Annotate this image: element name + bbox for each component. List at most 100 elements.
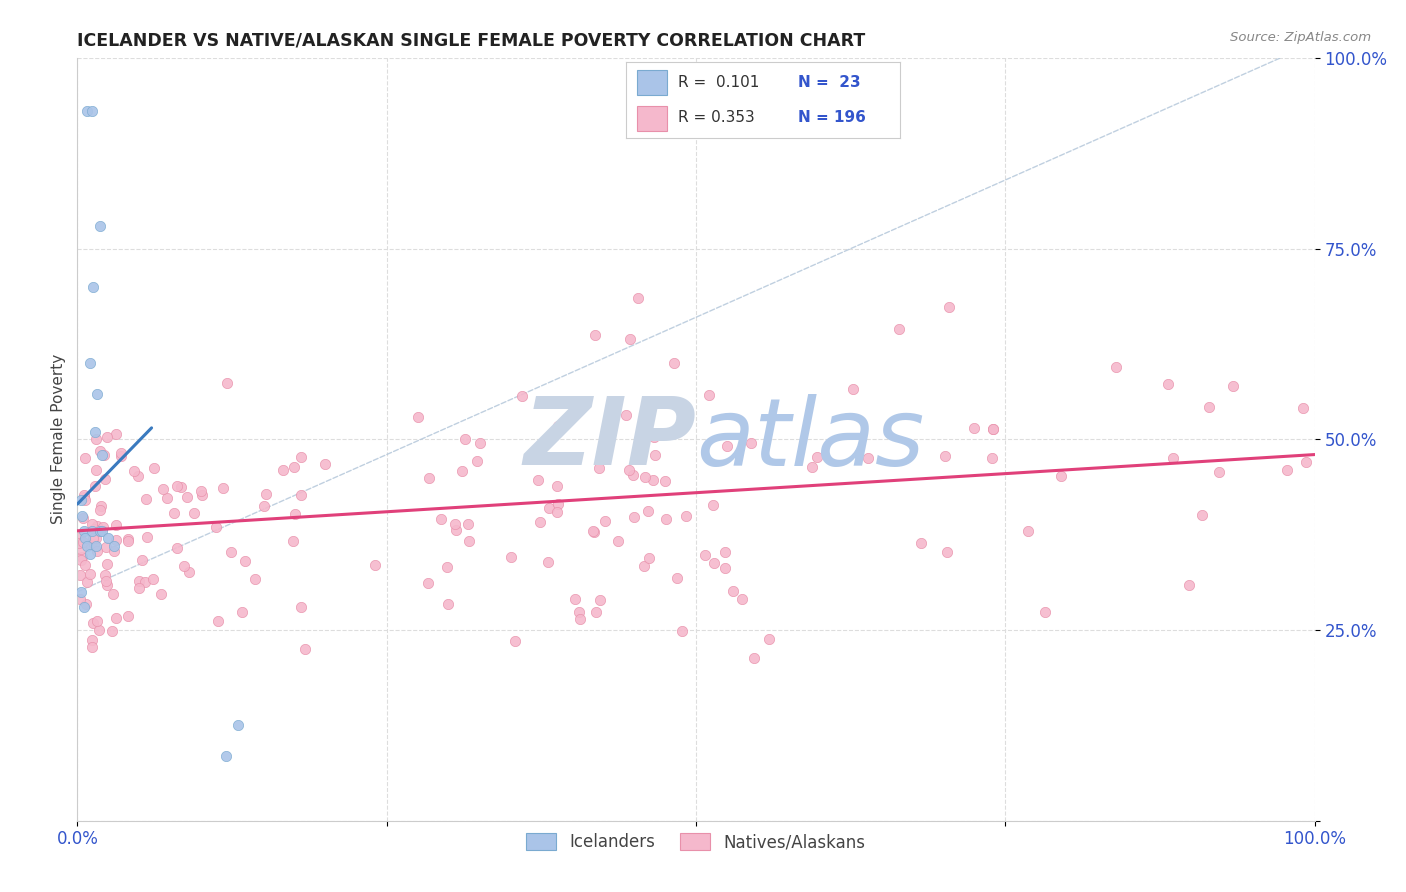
Point <box>582 524 605 539</box>
Point <box>1050 468 1073 483</box>
Point <box>101 624 124 638</box>
Point <box>97 532 120 546</box>
Point <box>101 587 124 601</box>
Point <box>80 517 103 532</box>
Point <box>1191 508 1213 522</box>
Point <box>82 524 104 538</box>
Point <box>70 585 93 599</box>
Point <box>529 516 551 530</box>
Point <box>73 532 96 546</box>
Point <box>173 558 195 573</box>
Point <box>1291 401 1313 415</box>
Point <box>93 449 115 463</box>
Point <box>547 497 569 511</box>
Point <box>91 524 114 538</box>
Point <box>163 506 186 520</box>
Point <box>981 450 1004 465</box>
Point <box>910 535 932 549</box>
Point <box>430 512 453 526</box>
Point <box>444 523 467 537</box>
Point <box>69 530 91 544</box>
FancyBboxPatch shape <box>637 70 666 95</box>
Point <box>703 556 725 570</box>
Point <box>233 554 256 568</box>
Point <box>290 450 312 465</box>
Point <box>436 598 458 612</box>
Point <box>166 541 188 555</box>
Point <box>219 545 242 559</box>
Point <box>858 450 880 465</box>
Point <box>935 545 957 559</box>
Point <box>80 640 103 654</box>
Point <box>1198 400 1220 414</box>
Point <box>110 446 132 460</box>
Point <box>75 493 97 508</box>
Point <box>212 481 235 495</box>
Point <box>73 488 96 502</box>
Y-axis label: Single Female Poverty: Single Female Poverty <box>51 354 66 524</box>
Point <box>231 605 253 619</box>
Point <box>418 576 440 591</box>
Point <box>177 566 200 580</box>
Point <box>623 510 645 524</box>
Point <box>731 592 754 607</box>
Point <box>94 473 117 487</box>
Point <box>740 436 762 450</box>
Point <box>450 464 472 478</box>
Point <box>131 553 153 567</box>
Point <box>86 543 108 558</box>
Point <box>588 461 610 475</box>
Point <box>801 459 824 474</box>
Point <box>72 535 94 549</box>
Point <box>546 504 568 518</box>
Point <box>104 611 127 625</box>
Point <box>94 574 117 589</box>
Point <box>84 539 107 553</box>
Point <box>128 574 150 588</box>
Point <box>93 568 115 582</box>
Point <box>675 508 697 523</box>
Point <box>1222 379 1244 393</box>
Point <box>91 448 114 462</box>
Point <box>69 542 91 557</box>
Point <box>702 498 724 512</box>
Point <box>758 632 780 646</box>
Point <box>1208 465 1230 479</box>
Point <box>82 633 104 648</box>
Text: R =  0.101: R = 0.101 <box>678 76 759 90</box>
Point <box>742 650 765 665</box>
Point <box>89 503 111 517</box>
Point <box>1295 454 1317 468</box>
Point <box>84 463 107 477</box>
Point <box>637 550 659 565</box>
Point <box>598 425 620 439</box>
Point <box>468 436 491 450</box>
Legend: Icelanders, Natives/Alaskans: Icelanders, Natives/Alaskans <box>520 827 872 858</box>
Point <box>654 474 676 488</box>
Point <box>73 490 96 504</box>
Point <box>110 449 132 463</box>
Point <box>134 575 156 590</box>
Point <box>69 591 91 606</box>
Point <box>69 568 91 582</box>
Point <box>89 219 111 233</box>
Point <box>457 516 479 531</box>
Point <box>117 533 139 547</box>
Point <box>96 578 118 592</box>
Point <box>619 463 641 477</box>
Point <box>84 531 107 545</box>
Point <box>938 300 960 314</box>
Point <box>127 469 149 483</box>
Point <box>86 386 108 401</box>
Point <box>569 612 592 626</box>
Point <box>512 389 534 403</box>
Point <box>142 572 165 586</box>
Point <box>499 549 522 564</box>
Point <box>721 583 744 598</box>
Point <box>963 421 986 435</box>
Point <box>79 356 101 370</box>
Point <box>1105 359 1128 374</box>
Point <box>641 473 664 487</box>
Point <box>643 430 665 444</box>
Point <box>96 430 118 444</box>
